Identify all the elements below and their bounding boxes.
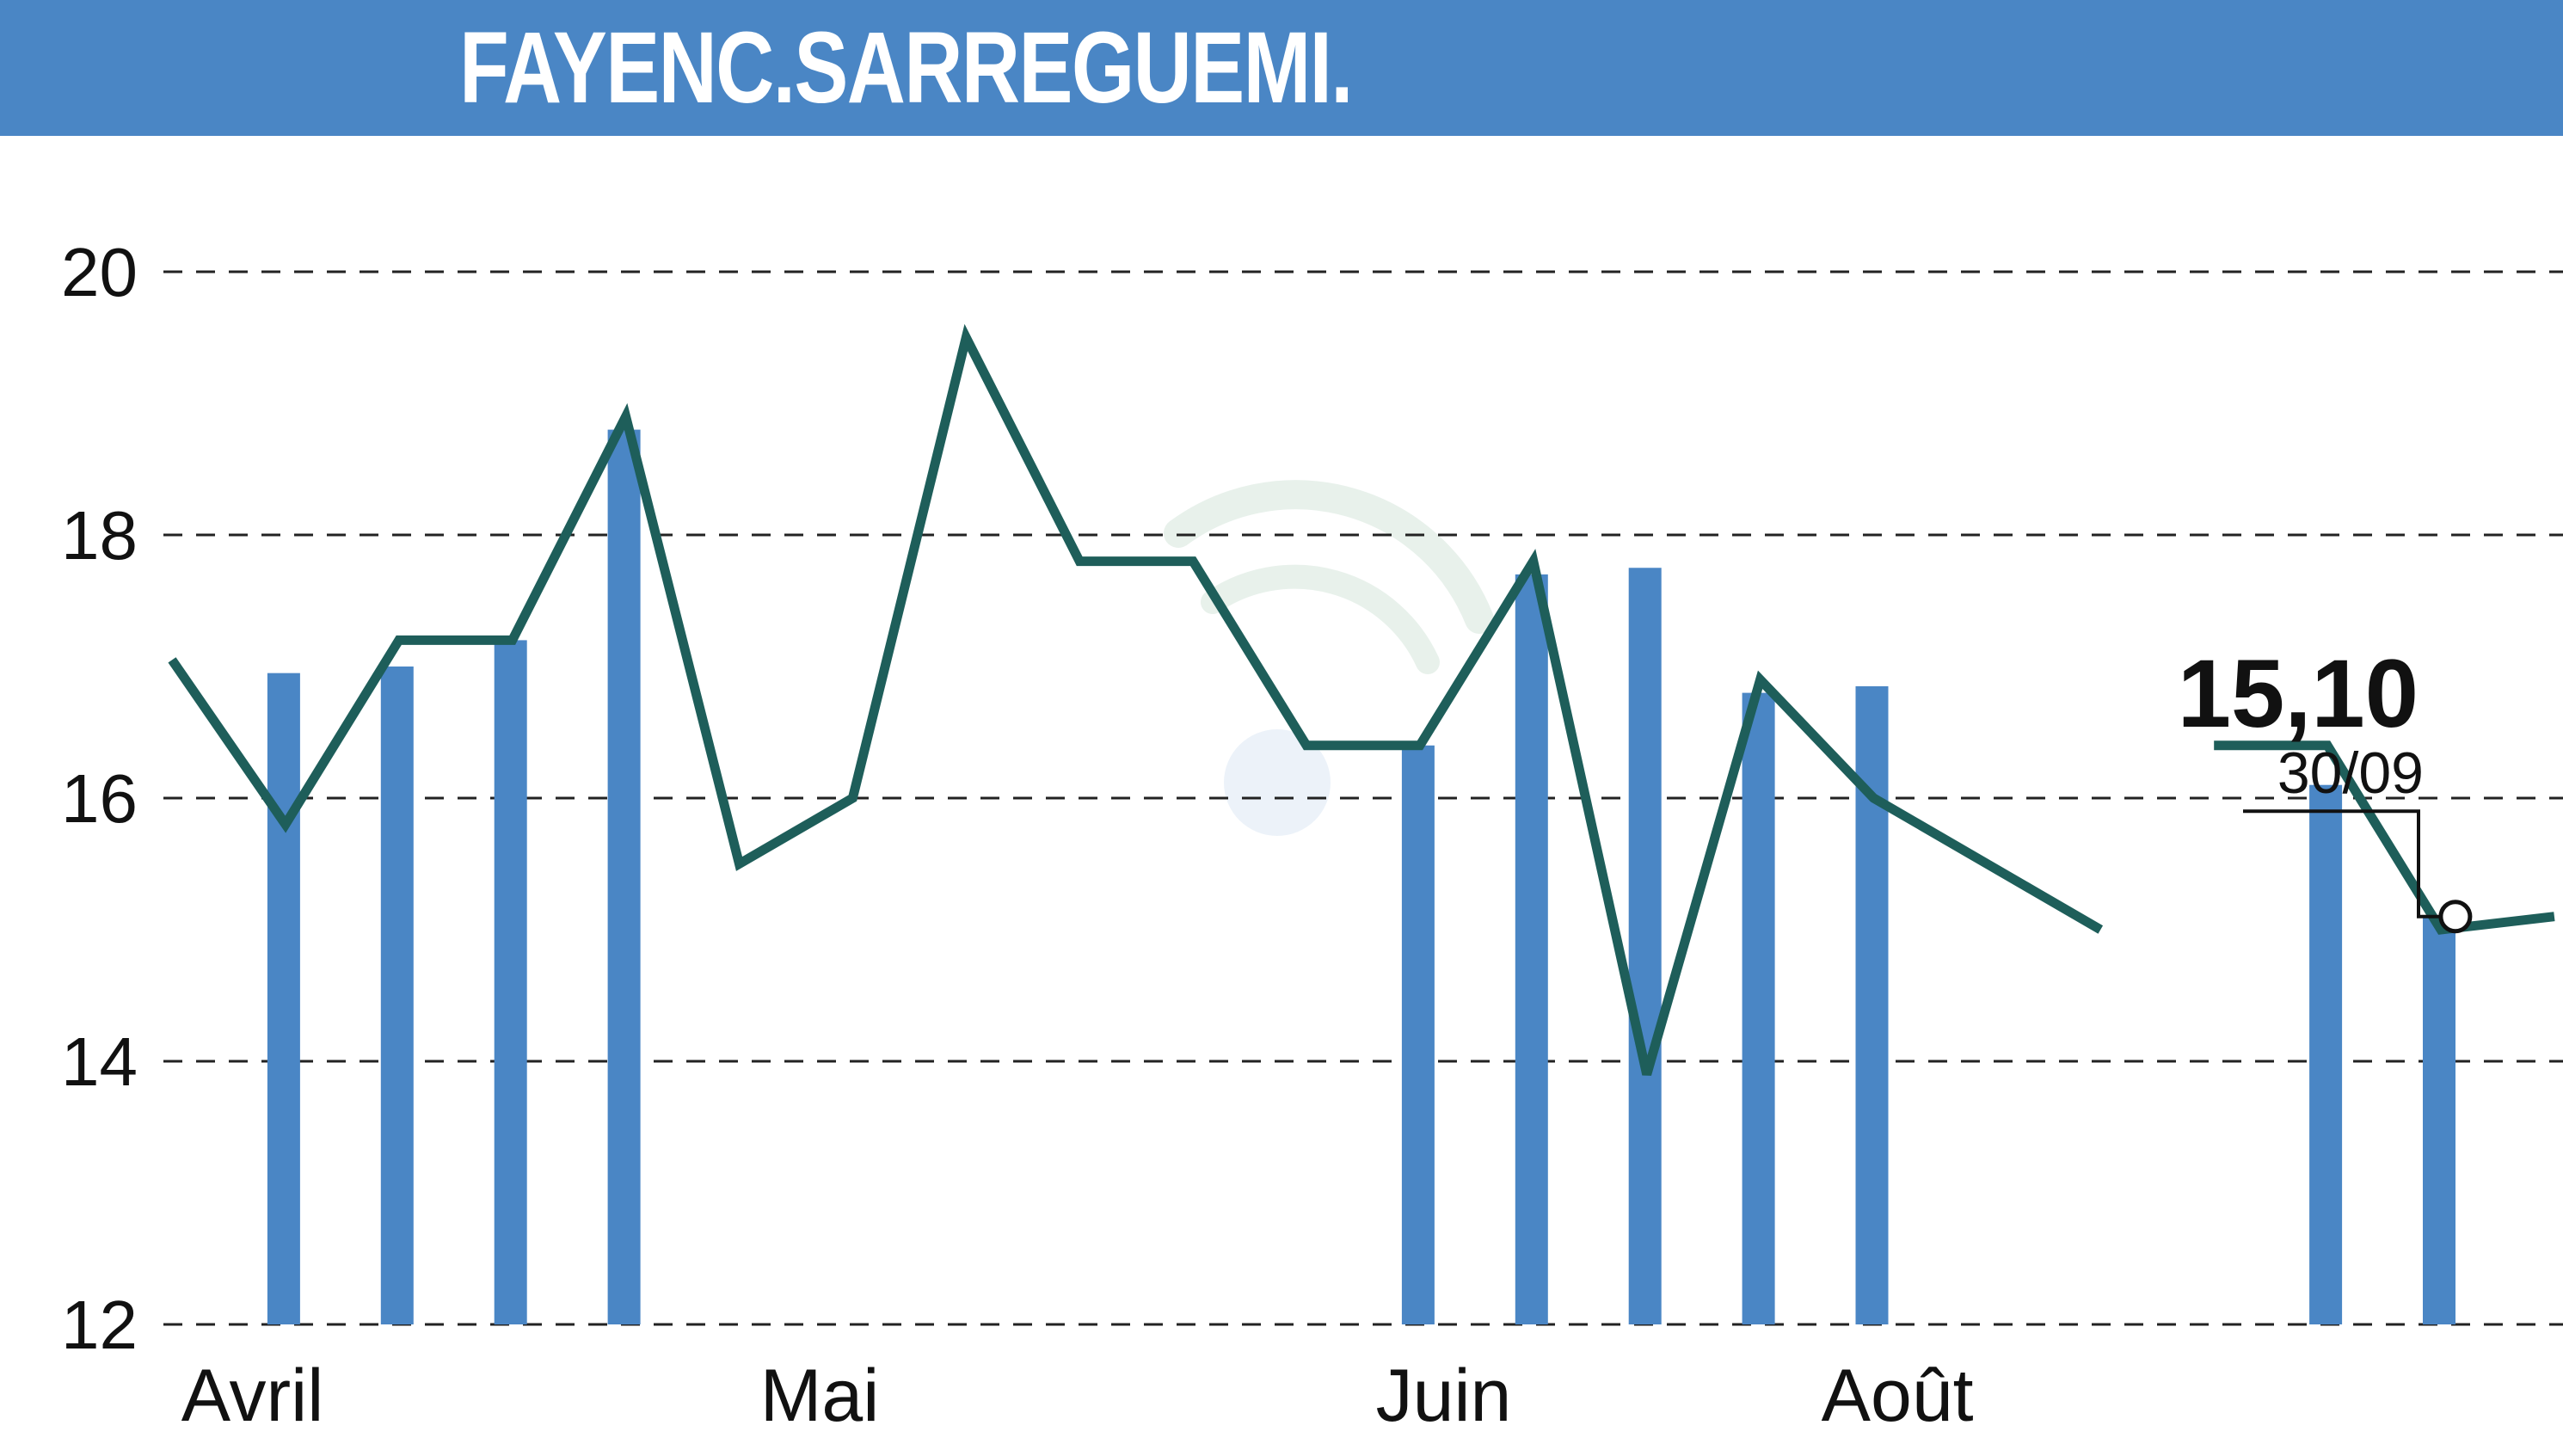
bar-10 [2423, 916, 2455, 1324]
y-tick-label-14: 14 [61, 1023, 138, 1100]
last-value-label: 15,10 [2178, 640, 2419, 747]
month-label-juin: Juin [1376, 1355, 1512, 1437]
bar-9 [2309, 784, 2343, 1324]
bar-2 [494, 640, 527, 1324]
last-value-bracket [2243, 809, 2455, 918]
title-banner: FAYENC.SARREGUEMI. [0, 0, 2563, 136]
y-tick-label-16: 16 [61, 760, 138, 837]
bar-5 [1515, 574, 1548, 1324]
month-label-mai: Mai [760, 1355, 880, 1437]
series-line-segment-0 [168, 323, 2104, 1076]
last-value-marker [2438, 900, 2473, 934]
watermark-logo [1164, 480, 1494, 836]
last-date-label: 30/09 [2277, 740, 2424, 806]
month-label-août: Août [1822, 1355, 1974, 1437]
bar-1 [380, 667, 414, 1324]
month-label-avril: Avril [181, 1355, 324, 1437]
y-tick-label-20: 20 [61, 234, 138, 310]
bar-0 [267, 673, 300, 1324]
chart-title: FAYENC.SARREGUEMI. [459, 11, 1353, 125]
bar-3 [607, 429, 641, 1325]
bar-7 [1742, 692, 1775, 1324]
bar-4 [1401, 745, 1435, 1324]
y-tick-label-18: 18 [61, 497, 138, 574]
series-line-segment-1 [2214, 740, 2555, 935]
bar-6 [1628, 568, 1662, 1324]
y-tick-label-12: 12 [61, 1287, 138, 1363]
